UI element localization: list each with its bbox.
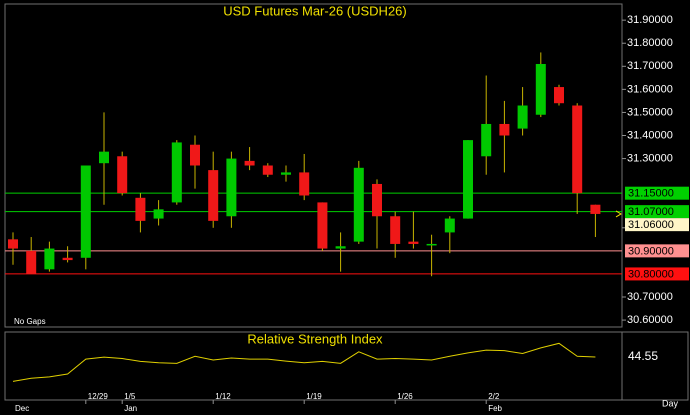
rsi-title: Relative Strength Index bbox=[247, 331, 383, 346]
candle-body bbox=[117, 156, 128, 194]
x-tick-label: 1/12 bbox=[215, 392, 231, 401]
candle-body bbox=[208, 170, 219, 221]
y-tick-label: 31.40000 bbox=[627, 129, 673, 141]
x-tick-label: 1/26 bbox=[397, 392, 413, 401]
rsi-axis-panel bbox=[621, 331, 689, 401]
price-panel bbox=[4, 3, 623, 328]
candle-body bbox=[390, 216, 401, 244]
level-label: 31.15000 bbox=[628, 188, 674, 200]
candle-body bbox=[408, 241, 419, 244]
candle-body bbox=[171, 142, 182, 203]
level-label: 31.07000 bbox=[628, 206, 674, 218]
candle-body bbox=[353, 167, 364, 242]
y-tick-label: 30.70000 bbox=[627, 291, 673, 303]
candle-body bbox=[80, 165, 91, 258]
level-label: 30.90000 bbox=[628, 245, 674, 257]
x-tick-label: 12/29 bbox=[88, 392, 109, 401]
y-tick-label: 31.50000 bbox=[627, 106, 673, 118]
level-label: 30.80000 bbox=[628, 268, 674, 280]
y-tick-label: 31.60000 bbox=[627, 83, 673, 95]
period-label: Day bbox=[662, 398, 679, 408]
y-tick-label: 31.90000 bbox=[627, 14, 673, 26]
candle-body bbox=[372, 183, 382, 217]
candle-body bbox=[26, 250, 37, 274]
y-tick-label: 31.30000 bbox=[627, 152, 673, 164]
y-tick-label: 31.80000 bbox=[627, 37, 673, 49]
candle-body bbox=[262, 165, 273, 175]
candle-body bbox=[281, 172, 291, 175]
x-tick-label: 1/19 bbox=[306, 392, 322, 401]
candle-body bbox=[244, 160, 255, 166]
candle-body bbox=[226, 158, 237, 217]
chart-title: USD Futures Mar-26 (USDH26) bbox=[223, 3, 407, 18]
y-tick-label: 30.60000 bbox=[627, 314, 673, 326]
last-price-label-box bbox=[625, 218, 689, 232]
candle-body bbox=[8, 239, 18, 249]
candle-body bbox=[535, 63, 546, 115]
candle-body bbox=[44, 248, 55, 270]
candle-body bbox=[444, 218, 455, 233]
month-label: Feb bbox=[488, 404, 502, 413]
x-tick-label: 1/5 bbox=[124, 392, 136, 401]
last-price-label: 31.06000 bbox=[628, 219, 674, 231]
candle-body bbox=[335, 246, 346, 249]
month-label: Dec bbox=[15, 404, 29, 413]
x-tick-label: 2/2 bbox=[488, 392, 500, 401]
candle-body bbox=[426, 243, 437, 246]
candle-body bbox=[463, 140, 473, 219]
candle-body bbox=[299, 172, 310, 196]
candle-body bbox=[590, 204, 601, 214]
y-tick-label: 31.70000 bbox=[627, 60, 673, 72]
last-price-arrow bbox=[615, 210, 622, 218]
candle-body bbox=[190, 144, 200, 166]
level-label-box bbox=[625, 205, 689, 219]
candle-body bbox=[554, 87, 564, 104]
candle-body bbox=[481, 123, 492, 157]
level-label-box bbox=[625, 267, 689, 281]
candle-body bbox=[62, 257, 73, 261]
candle-body bbox=[135, 197, 146, 221]
candle-body bbox=[517, 105, 528, 129]
rsi-line bbox=[12, 342, 596, 382]
rsi-last-label: 44.55 bbox=[628, 349, 658, 363]
candle-body bbox=[99, 151, 109, 164]
level-label-box bbox=[625, 244, 689, 258]
candle-body bbox=[153, 209, 164, 219]
candle-body bbox=[499, 123, 510, 136]
note: No Gaps bbox=[14, 317, 46, 326]
level-label-box bbox=[625, 186, 689, 200]
candle-body bbox=[572, 105, 583, 194]
month-label: Jan bbox=[124, 404, 137, 413]
candle-body bbox=[317, 202, 328, 249]
